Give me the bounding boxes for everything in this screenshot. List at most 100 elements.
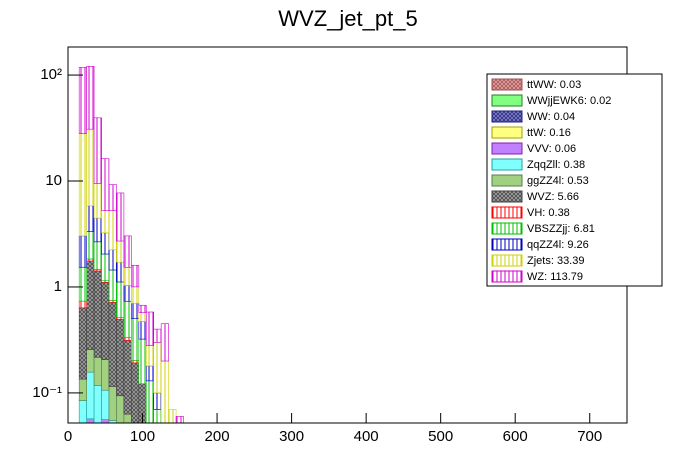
bar-segment: [108, 386, 117, 421]
bar-segment: [116, 395, 125, 424]
bar-segment: [108, 210, 117, 251]
y-tick-label: 10⁻¹: [32, 384, 62, 401]
bar-segment: [175, 416, 184, 424]
bar-segment: [153, 342, 162, 394]
bar-segment: [145, 345, 155, 367]
bar-segment: [86, 231, 95, 260]
legend-swatch: [491, 206, 523, 219]
legend-swatch: [491, 94, 523, 107]
legend-label: ttWW: 0.03: [527, 79, 581, 91]
legend-swatch: [491, 270, 523, 283]
bar-segment: [93, 241, 102, 270]
legend-label: ggZZ4l: 0.53: [527, 175, 589, 187]
bar-segment: [123, 267, 132, 286]
bar-segment: [153, 392, 162, 410]
bar-segment: [78, 400, 87, 424]
bar-segment: [123, 300, 132, 338]
bar-segment: [138, 312, 147, 322]
bar-segment: [108, 249, 117, 271]
bar-segment: [168, 409, 177, 424]
bar-segment: [116, 319, 125, 397]
legend-label: ttW: 0.16: [527, 127, 571, 139]
bar-segment: [86, 349, 95, 373]
legend-swatch: [491, 174, 523, 187]
bar-segment: [116, 192, 125, 242]
y-tick-label: 10²: [40, 66, 62, 83]
bar-segment: [93, 356, 102, 386]
bar-segment: [78, 307, 87, 380]
bar-segment: [78, 266, 87, 302]
bar-segment: [153, 409, 162, 424]
bar-segment: [108, 269, 117, 301]
bar-segment: [93, 183, 102, 219]
legend-label: qqZZ4l: 9.26: [527, 239, 589, 251]
bar-segment: [86, 258, 95, 262]
bar-segment: [93, 217, 102, 243]
bar-segment: [78, 300, 87, 309]
bar-segment: [145, 311, 155, 346]
bar-segment: [101, 359, 110, 391]
legend-label: VBSZZjj: 6.81: [527, 223, 595, 235]
y-tick-label: 1: [54, 278, 62, 295]
x-tick-label: 300: [279, 428, 304, 445]
bar-segment: [116, 261, 125, 283]
bar-segment: [131, 264, 140, 288]
x-tick-label: 0: [64, 428, 72, 445]
bar-segment: [145, 365, 155, 382]
bar-segment: [93, 117, 102, 184]
bar-segment: [101, 419, 110, 424]
x-tick-label: 500: [428, 428, 453, 445]
bar-segment: [93, 385, 102, 424]
legend-label: ZqqZll: 0.38: [527, 159, 585, 171]
bar-segment: [131, 302, 140, 319]
bar-segment: [131, 360, 140, 364]
bar-segment: [78, 378, 87, 401]
bar-segment: [123, 337, 132, 341]
legend-swatch: [491, 110, 523, 123]
bar-segment: [153, 328, 162, 343]
bar-segment: [101, 232, 110, 255]
bar-segment: [78, 235, 87, 268]
bar-segment: [123, 235, 132, 268]
bar-segment: [160, 323, 169, 362]
bar-segment: [86, 371, 95, 420]
bar-segment: [138, 304, 147, 313]
bar-segment: [116, 240, 125, 263]
legend-label: WVZ: 5.66: [527, 191, 579, 203]
legend-swatch: [491, 254, 523, 267]
bar-segment: [86, 66, 95, 130]
bar-segment: [108, 302, 117, 387]
legend-label: VVV: 0.06: [527, 143, 576, 155]
bar-segment: [101, 210, 110, 234]
legend-label: WW: 0.04: [527, 111, 575, 123]
x-tick-label: 100: [130, 428, 155, 445]
legend-swatch: [491, 142, 523, 155]
bar-segment: [86, 205, 95, 232]
bar-segment: [101, 158, 110, 211]
x-tick-label: 400: [354, 428, 379, 445]
bar-segment: [131, 362, 140, 424]
bar-segment: [138, 321, 147, 340]
chart-title: WVZ_jet_pt_5: [278, 6, 417, 31]
bar-segment: [131, 318, 140, 361]
legend-label: WZ: 113.79: [527, 271, 583, 283]
bar-segment: [145, 380, 155, 424]
bar-segment: [101, 253, 110, 281]
bar-segment: [116, 281, 125, 318]
legend-label: WWjjEWK6: 0.02: [527, 95, 611, 107]
bar-segment: [160, 360, 169, 424]
legend-swatch: [491, 126, 523, 139]
bar-segment: [138, 338, 147, 385]
bar-segment: [123, 340, 132, 415]
bar-segment: [108, 184, 117, 212]
bar-segment: [131, 286, 140, 304]
bar-segment: [93, 270, 102, 358]
bar-segment: [101, 282, 110, 360]
legend-label: Zjets: 33.39: [527, 255, 584, 267]
legend-swatch: [491, 222, 523, 235]
bar-segment: [123, 413, 132, 424]
bar-segment: [78, 133, 87, 237]
legend-swatch: [491, 190, 523, 203]
bar-segment: [86, 260, 95, 350]
